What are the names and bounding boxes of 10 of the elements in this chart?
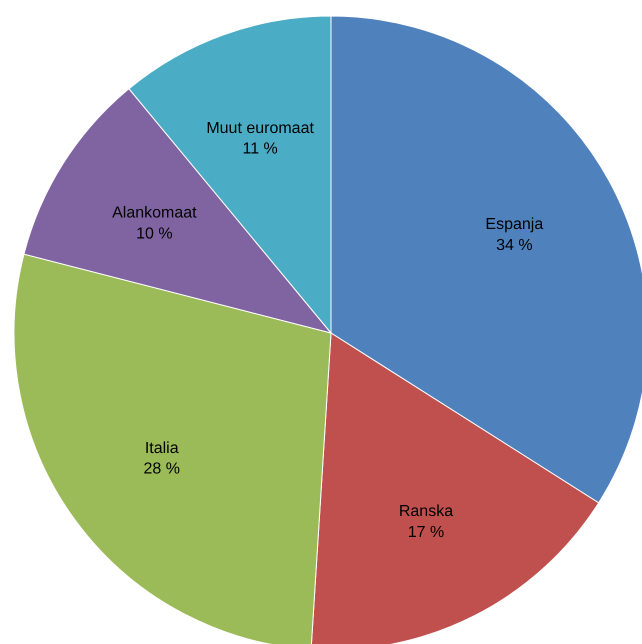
data-label: 11 %	[242, 140, 278, 158]
data-label: 10 %	[136, 225, 173, 242]
slice-label: Alankomaat	[112, 204, 198, 222]
data-label: 34 %	[496, 236, 533, 254]
slice-label: Muut euromaat	[206, 120, 314, 137]
data-label: 17 %	[408, 524, 444, 542]
data-label: 28 %	[144, 460, 180, 478]
slice-label: Italia	[144, 440, 179, 457]
slice-label: Espanja	[485, 216, 544, 234]
slice-label: Ranska	[398, 503, 454, 520]
